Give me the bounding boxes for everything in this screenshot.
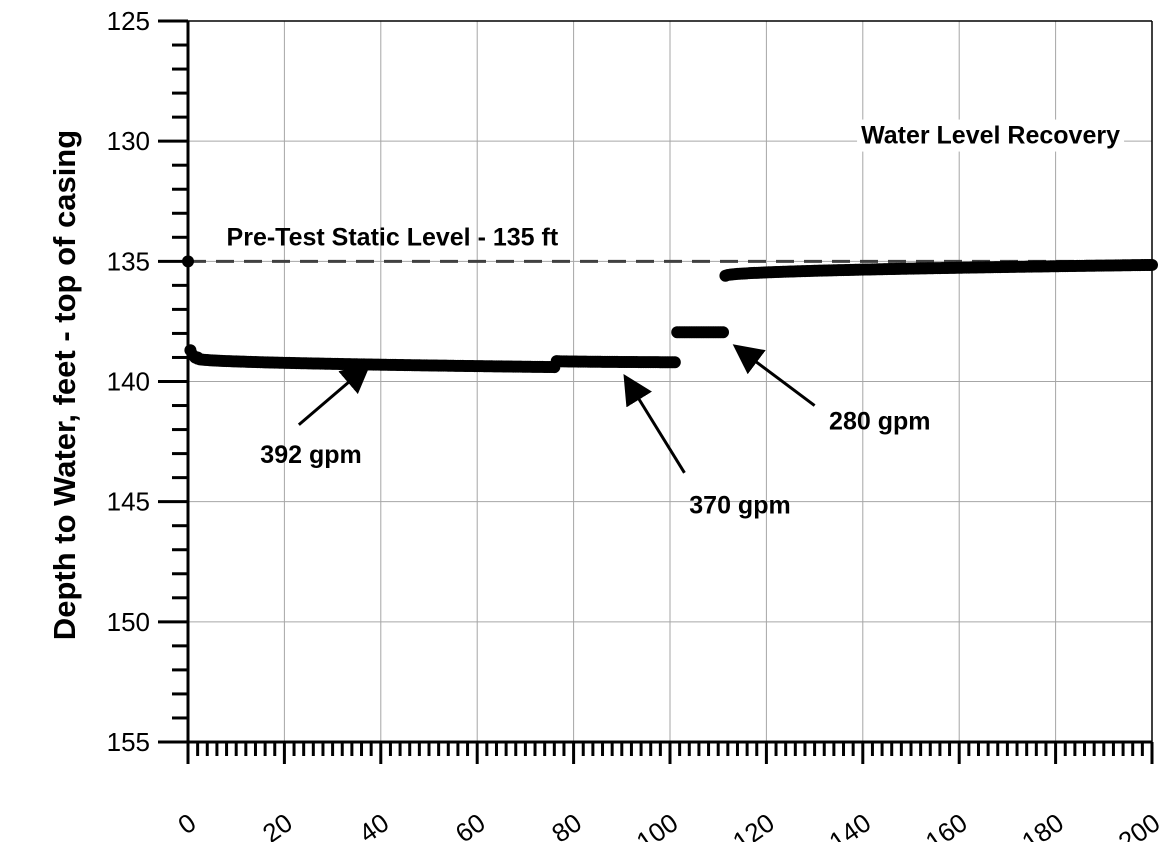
axes: 125 130 135 140 145 150 155 0 20 40 60 80 100 120 140 1… [107, 6, 1166, 842]
x-tick-label: 0 [172, 807, 201, 840]
annotation-label: 280 gpm [829, 408, 930, 436]
x-tick-label: 140 [823, 807, 876, 842]
x-tick-label: 120 [727, 807, 780, 842]
data-point [717, 326, 730, 339]
static-level-label: Pre-Test Static Level - 135 ft [227, 223, 559, 251]
x-tick-label: 160 [920, 807, 973, 842]
y-tick-label: 125 [107, 6, 150, 36]
y-tick-label: 150 [107, 607, 150, 637]
y-tick-label: 135 [107, 246, 150, 276]
y-axis-title: Depth to Water, feet - top of casing [47, 130, 82, 640]
y-tick-label: 145 [107, 487, 150, 517]
annotation-label: Water Level Recovery [861, 122, 1120, 150]
annotation-background [857, 119, 1125, 152]
x-tick-label: 180 [1016, 807, 1069, 842]
y-tick-label: 130 [107, 126, 150, 156]
annotation-arrow [297, 363, 371, 426]
annotation-label: 392 gpm [260, 441, 361, 469]
y-tick-label: 155 [107, 727, 150, 757]
reference-line-layer: Pre-Test Static Level - 135 ft [188, 223, 1152, 263]
x-tick-label: 60 [450, 807, 491, 842]
x-tick-label: 200 [1113, 807, 1166, 842]
annotations: 392 gpm 370 gpm 280 gpm Water Level Recover… [260, 119, 1125, 520]
x-tick-label: 20 [257, 807, 298, 842]
x-tick-label: 100 [631, 807, 684, 842]
y-tick-label: 140 [107, 367, 150, 397]
x-tick-label: 80 [546, 807, 587, 842]
annotation-label: 370 gpm [689, 492, 790, 520]
annotation-arrow [623, 373, 686, 474]
x-tick-label: 40 [353, 807, 394, 842]
data-point [668, 356, 681, 369]
annotation-arrow [732, 344, 816, 407]
